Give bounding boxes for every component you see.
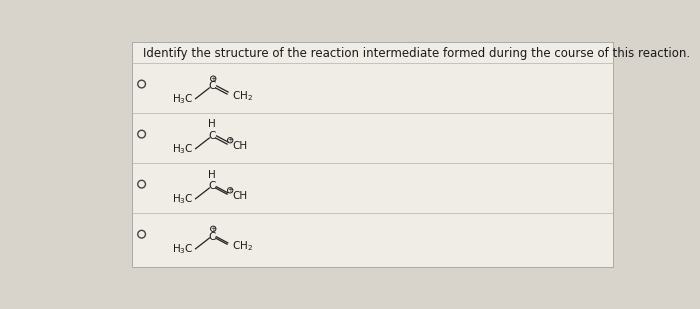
Text: +: + — [228, 137, 233, 143]
Text: $\mathregular{H_3C}$: $\mathregular{H_3C}$ — [172, 192, 194, 206]
Text: $\mathregular{H_3C}$: $\mathregular{H_3C}$ — [172, 92, 194, 106]
Text: $\mathregular{CH_2}$: $\mathregular{CH_2}$ — [232, 89, 253, 103]
Text: +: + — [228, 187, 233, 193]
Text: +: + — [210, 226, 216, 232]
Text: $\mathregular{CH_2}$: $\mathregular{CH_2}$ — [232, 239, 253, 253]
Text: +: + — [210, 76, 216, 82]
Text: H: H — [208, 120, 216, 129]
Text: C: C — [209, 81, 216, 91]
Text: H: H — [208, 170, 216, 180]
Text: $\mathregular{H_3C}$: $\mathregular{H_3C}$ — [172, 242, 194, 256]
Text: CH: CH — [232, 191, 248, 201]
Text: C: C — [209, 181, 216, 192]
Text: $\mathregular{H_3C}$: $\mathregular{H_3C}$ — [172, 142, 194, 156]
Text: C: C — [209, 131, 216, 142]
Text: CH: CH — [232, 141, 248, 151]
Text: Identify the structure of the reaction intermediate formed during the course of : Identify the structure of the reaction i… — [144, 47, 690, 60]
Text: C: C — [209, 231, 216, 242]
FancyBboxPatch shape — [132, 42, 613, 267]
